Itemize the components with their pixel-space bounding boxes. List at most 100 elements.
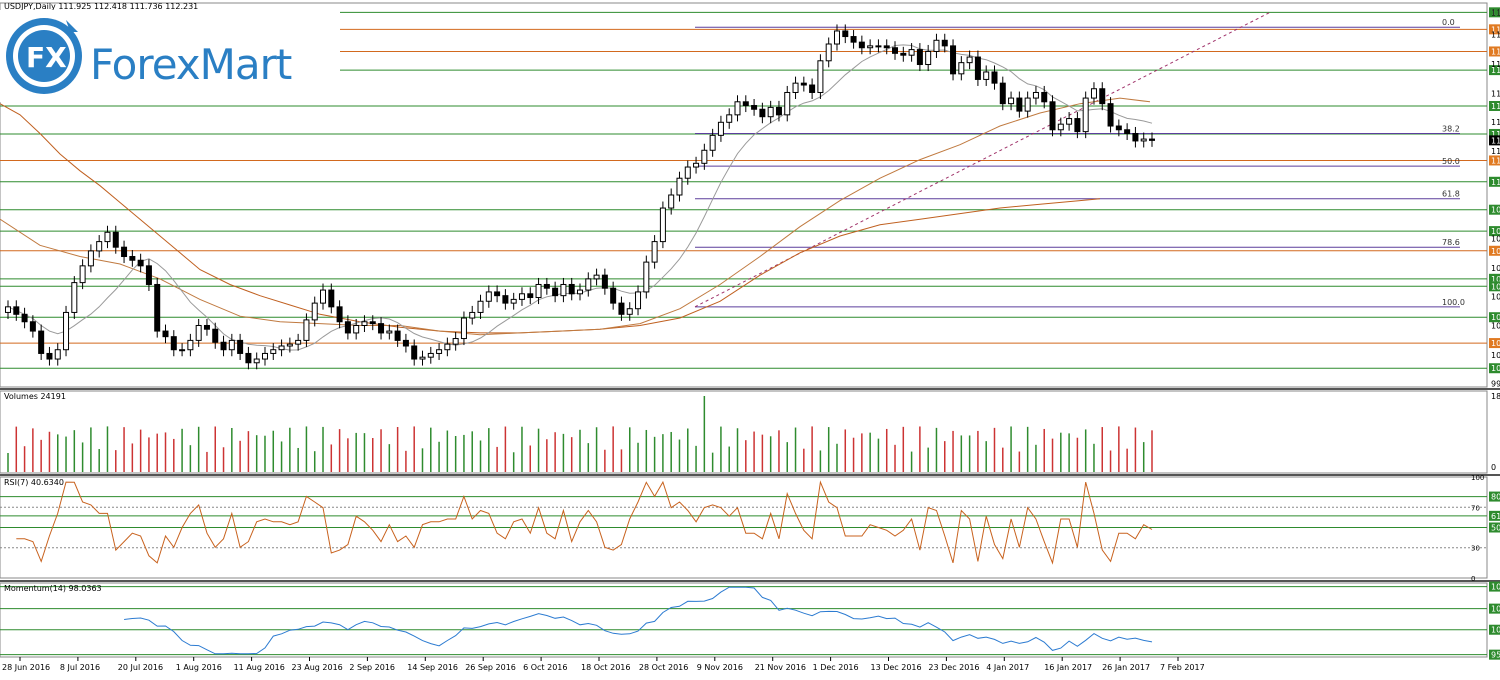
price-tag (1489, 204, 1500, 215)
price-tag-label: 106.308 (1491, 247, 1500, 256)
candle-body (560, 283, 567, 297)
candle-body (494, 291, 501, 297)
candle-body (1132, 132, 1139, 142)
candle-body (635, 291, 642, 310)
candle-body (618, 302, 625, 315)
candle-body (237, 339, 244, 354)
price-tag-label: 112.231 (1491, 136, 1500, 145)
candle-body (543, 283, 550, 289)
forexmart-badge-icon: FX (6, 18, 82, 94)
candle-body (336, 306, 343, 323)
x-tick-label: 23 Dec 2016 (928, 663, 979, 672)
y-tick-label: 119.100 (1491, 8, 1500, 17)
x-tick-label: 18 Oct 2016 (581, 663, 630, 672)
candle-body (1008, 97, 1015, 105)
panel-frame (0, 582, 1488, 658)
y-tick-label: 102.290 (1491, 322, 1500, 331)
ma-mid-line (0, 97, 1151, 336)
candle-body (833, 30, 840, 45)
candle-body (775, 106, 782, 116)
price-tag (1489, 245, 1500, 256)
candle-body (1032, 91, 1039, 99)
candle-body (759, 108, 766, 118)
candle-body (510, 298, 517, 304)
price-tag (1489, 128, 1500, 139)
price-tag-label: 107.363 (1491, 227, 1500, 236)
candle-body (742, 101, 749, 107)
rsi-level-tag (1489, 522, 1500, 533)
candle-body (253, 358, 260, 364)
momentum-level-tag (1489, 581, 1500, 592)
fib-label: 61.8 (1442, 190, 1460, 199)
candle-body (71, 282, 78, 313)
x-tick-label: 7 Feb 2017 (1160, 663, 1205, 672)
price-axis: 119.100 118.188 117.000 116.000 114.075 112.5… (1489, 7, 1500, 472)
candle-body (212, 328, 219, 343)
candle-body (1107, 103, 1114, 127)
candle-body (261, 352, 268, 360)
candle-body (1140, 138, 1147, 142)
candle-body (228, 339, 235, 351)
price-tag-label: 116.000 (1491, 66, 1500, 75)
candle-body (344, 321, 351, 334)
candle-body (104, 231, 111, 243)
momentum-label: Momentum(14) 98.0363 (4, 584, 102, 593)
x-tick-label: 13 Dec 2016 (871, 663, 922, 672)
candle-body (999, 82, 1006, 105)
candle-body (751, 105, 758, 110)
volume-tick-label: 185404 (1491, 392, 1500, 401)
candle-body (858, 41, 865, 49)
x-tick-label: 8 Jul 2016 (60, 663, 100, 672)
y-tick-label: 111.650 (1491, 147, 1500, 156)
candle-body (518, 293, 525, 300)
panel-labels: USDJPY,Daily 111.925 112.418 111.736 112… (4, 2, 198, 593)
candle-body (378, 323, 385, 334)
candle-body (145, 265, 152, 285)
y-tick-label: 103.865 (1491, 292, 1500, 301)
x-tick-label: 28 Oct 2016 (639, 663, 688, 672)
forexmart-logo: FX ForexMart (0, 10, 340, 102)
price-tag-label: 118.188 (1491, 25, 1500, 34)
candle-body (659, 207, 666, 243)
price-tag-label: 100.007 (1491, 364, 1500, 373)
candle-body (701, 149, 708, 164)
candle-body (610, 287, 617, 304)
candle-body (21, 313, 28, 323)
price-tag (1489, 65, 1500, 76)
rsi-tick-label: 100 (1471, 474, 1484, 482)
volume-tick-label: 0 (1491, 463, 1496, 472)
price-tag-label: 114.075 (1491, 102, 1500, 111)
rsi-level-tag (1489, 491, 1500, 502)
candle-body (577, 289, 583, 295)
candle-body (220, 341, 227, 351)
y-tick-label: 100.715 (1491, 351, 1500, 360)
y-tick-label: 99.185 (1491, 380, 1500, 389)
candle-body (900, 52, 907, 56)
candle-body (527, 293, 534, 299)
price-tag-label: 102.744 (1491, 313, 1500, 322)
candle-body (386, 330, 393, 334)
x-tick-label: 11 Aug 2016 (234, 663, 285, 672)
price-tag-label: 108.511 (1491, 206, 1500, 215)
candle-body (817, 60, 824, 93)
candle-body (726, 114, 733, 123)
candle-body (1090, 88, 1097, 99)
candle-body (295, 339, 302, 345)
candle-body (983, 71, 990, 80)
x-tick-label: 26 Sep 2016 (465, 663, 516, 672)
price-tag (1489, 338, 1500, 349)
candle-body (419, 356, 426, 360)
candle-body (203, 324, 210, 330)
candle-body (593, 274, 600, 280)
candle-body (502, 295, 509, 304)
momentum-level-label: 95.0078 (1491, 651, 1500, 660)
candle-body (966, 56, 973, 64)
candle-body (485, 291, 492, 302)
y-tick-label: 116.320 (1491, 60, 1500, 69)
candle-body (170, 336, 177, 351)
candle-body (717, 121, 724, 136)
x-tick-label: 23 Aug 2016 (292, 663, 343, 672)
candle-body (1074, 118, 1081, 133)
candle-body (925, 50, 932, 66)
